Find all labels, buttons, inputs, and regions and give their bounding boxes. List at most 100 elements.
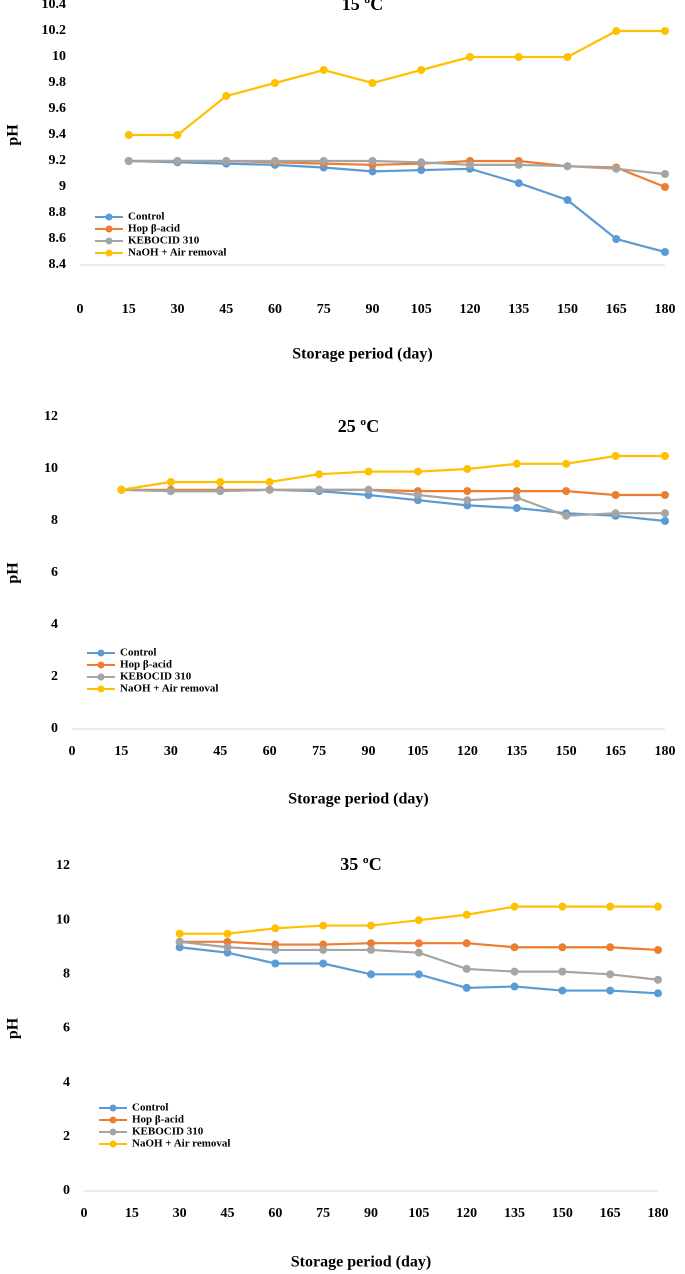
data-point [166, 487, 175, 496]
x-tick-label: 0 [81, 1206, 88, 1221]
data-point [223, 929, 232, 938]
data-point [512, 459, 521, 468]
x-tick-label: 15 [125, 1206, 139, 1221]
legend-marker [97, 685, 105, 693]
data-point [319, 66, 328, 74]
data-point [417, 66, 426, 74]
x-tick-label: 45 [213, 744, 227, 759]
data-point [368, 79, 377, 87]
x-tick-label: 180 [655, 744, 676, 759]
series-line [128, 159, 666, 254]
data-point [514, 160, 523, 169]
x-tick-label: 150 [556, 744, 577, 759]
data-point [654, 945, 662, 954]
data-point [367, 939, 375, 948]
x-tick-label: 15 [114, 744, 128, 759]
data-point [265, 485, 274, 494]
data-point [563, 162, 572, 171]
data-point [319, 959, 328, 968]
series-line [128, 29, 665, 137]
x-tick-label: 30 [171, 302, 185, 317]
y-tick-label: 9.8 [49, 75, 67, 90]
series-line [128, 159, 666, 189]
series-line [121, 454, 665, 491]
x-tick-label: 150 [552, 1206, 573, 1221]
data-point [417, 166, 426, 175]
data-point [661, 170, 669, 178]
y-axis-title: pH [5, 1017, 22, 1039]
data-point [514, 179, 523, 188]
data-point [271, 157, 279, 165]
x-tick-label: 90 [366, 302, 380, 317]
x-tick-label: 150 [557, 302, 578, 317]
data-point [414, 916, 423, 925]
x-tick-label: 75 [316, 1206, 330, 1221]
data-point [512, 493, 521, 502]
x-tick-label: 120 [456, 1206, 477, 1221]
y-tick-label: 8.6 [49, 231, 67, 246]
data-point [463, 465, 472, 473]
y-tick-label: 6 [63, 1021, 70, 1036]
x-tick-label: 165 [605, 744, 626, 759]
data-point [466, 160, 474, 169]
data-point [364, 467, 373, 476]
x-tick-label: 120 [457, 744, 478, 759]
data-point [512, 504, 521, 512]
x-tick-label: 75 [312, 744, 326, 759]
x-tick-label: 60 [268, 302, 282, 317]
x-tick-label: 60 [268, 1206, 282, 1221]
data-point [612, 27, 621, 35]
data-point [606, 986, 615, 995]
legend-marker [109, 1140, 117, 1148]
data-point [462, 939, 471, 948]
legend-marker [109, 1104, 117, 1112]
y-tick-label: 0 [63, 1183, 70, 1198]
y-tick-label: 10 [52, 49, 66, 64]
data-point [117, 485, 126, 494]
data-point [606, 943, 615, 952]
data-point [558, 943, 567, 952]
x-tick-label: 165 [606, 302, 627, 317]
data-point [173, 131, 182, 139]
legend-marker [105, 237, 113, 245]
chart-title: 35 ºC [340, 854, 381, 874]
chart-title: 15 ºC [342, 0, 383, 14]
data-point [462, 964, 471, 973]
x-tick-label: 135 [506, 744, 527, 759]
data-point [612, 164, 621, 173]
x-tick-label: 180 [648, 1206, 669, 1221]
x-tick-label: 135 [504, 1206, 525, 1221]
legend-marker [105, 213, 113, 221]
data-point [124, 157, 133, 165]
data-point [413, 467, 422, 476]
series-line [128, 159, 666, 176]
y-tick-label: 6 [51, 565, 58, 580]
x-axis-title: Storage period (day) [292, 346, 432, 363]
x-tick-label: 90 [364, 1206, 378, 1221]
legend-label: KEBOCID 310 [128, 235, 200, 247]
x-tick-label: 165 [600, 1206, 621, 1221]
y-tick-label: 4 [51, 617, 58, 632]
data-point [368, 157, 377, 165]
chart: 8.4 8.6 8.8 9 9.2 9.4 9.6 9.8 10 10.2 10.4 0 15 30 45 6… [5, 0, 676, 363]
series-line [121, 488, 665, 497]
x-tick-label: 45 [221, 1206, 235, 1221]
y-tick-label: 10.4 [42, 0, 67, 12]
legend-marker [105, 225, 113, 233]
legend-marker [109, 1128, 117, 1136]
data-point [271, 79, 279, 87]
data-point [216, 478, 225, 486]
data-point [175, 929, 184, 938]
data-point [364, 485, 373, 494]
data-point [124, 131, 133, 139]
x-tick-label: 0 [69, 744, 76, 759]
data-point [463, 496, 472, 505]
legend-marker [97, 661, 105, 669]
legend-label: Hop β-acid [120, 659, 172, 671]
legend-label: Hop β-acid [128, 223, 180, 235]
data-point [654, 989, 662, 998]
data-point [271, 924, 280, 933]
y-axis-title: pH [5, 562, 22, 584]
